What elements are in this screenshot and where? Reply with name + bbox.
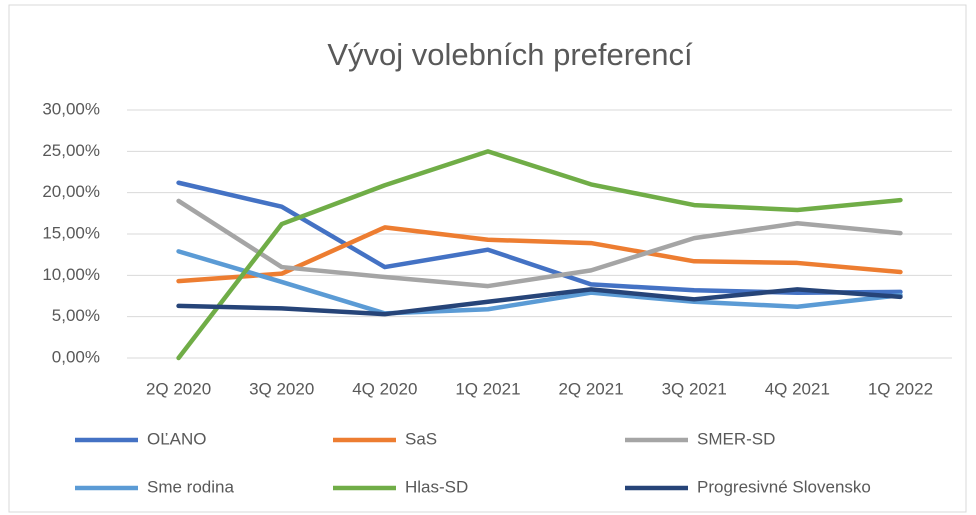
chart-frame — [8, 4, 967, 513]
legend-label: OĽANO — [147, 429, 207, 448]
y-tick-label: 30,00% — [42, 99, 100, 118]
x-tick-label: 4Q 2020 — [352, 379, 417, 398]
legend-label: Progresivné Slovensko — [697, 477, 871, 496]
x-tick-label: 4Q 2021 — [765, 379, 830, 398]
legend-label: SMER-SD — [697, 429, 775, 448]
x-tick-label: 2Q 2020 — [146, 379, 211, 398]
legend-label: Sme rodina — [147, 477, 234, 496]
x-tick-label: 1Q 2021 — [455, 379, 520, 398]
chart-title: Vývoj volebních preferencí — [327, 37, 693, 72]
y-tick-label: 25,00% — [42, 141, 100, 160]
series-line — [176, 287, 903, 317]
legend-label: SaS — [405, 429, 437, 448]
y-tick-label: 15,00% — [42, 223, 100, 242]
series-line — [176, 225, 903, 284]
y-tick-label: 20,00% — [42, 182, 100, 201]
legend-label: Hlas-SD — [405, 477, 468, 496]
y-tick-label: 0,00% — [52, 347, 100, 366]
series-line — [176, 149, 903, 361]
x-tick-label: 1Q 2022 — [868, 379, 933, 398]
y-tick-label: 10,00% — [42, 265, 100, 284]
series-line — [176, 249, 903, 316]
y-tick-label: 5,00% — [52, 306, 100, 325]
x-tick-label: 2Q 2021 — [558, 379, 623, 398]
series-line — [176, 198, 903, 289]
x-tick-label: 3Q 2021 — [662, 379, 727, 398]
x-tick-label: 3Q 2020 — [249, 379, 314, 398]
